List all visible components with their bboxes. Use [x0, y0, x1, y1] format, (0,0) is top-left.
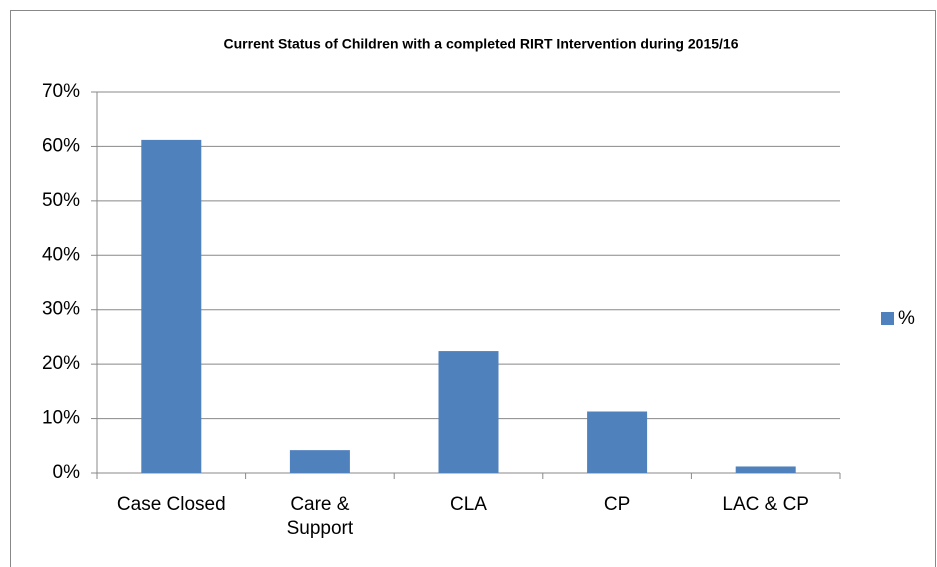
- y-tick-label: 0%: [53, 462, 81, 483]
- x-tick-label: CP: [603, 494, 631, 515]
- x-tick-label: Case Closed: [116, 494, 226, 515]
- y-tick-label: 20%: [42, 353, 80, 374]
- y-tick-label: 60%: [42, 135, 80, 156]
- y-tick-label: 50%: [42, 190, 80, 211]
- bar: [141, 139, 202, 473]
- y-tick-label: 40%: [42, 244, 80, 265]
- bar: [438, 351, 499, 473]
- y-tick-label: 70%: [42, 81, 80, 102]
- legend-label: %: [898, 308, 915, 329]
- x-tick-label: CLA: [450, 494, 487, 515]
- y-tick-label: 10%: [42, 408, 80, 429]
- bar: [735, 466, 796, 473]
- x-tick-label: LAC & CP: [722, 494, 809, 515]
- y-tick-label: 30%: [42, 299, 80, 320]
- bar: [587, 411, 648, 473]
- bar: [289, 450, 350, 473]
- legend-swatch: [881, 312, 894, 325]
- x-tick-label: Care & Support: [286, 494, 354, 539]
- chart-title: Current Status of Children with a comple…: [224, 36, 739, 52]
